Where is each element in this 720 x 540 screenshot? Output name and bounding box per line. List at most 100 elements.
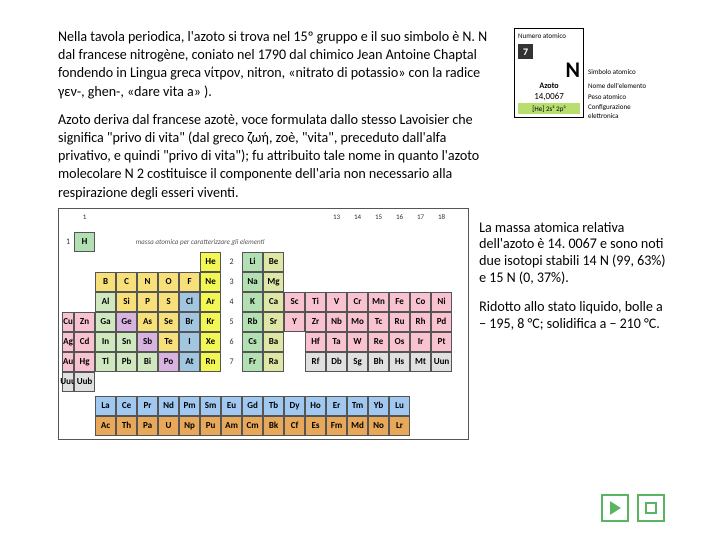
element-ir: Ir bbox=[410, 332, 431, 352]
element-pt: Pt bbox=[431, 332, 452, 352]
element-se: Se bbox=[158, 312, 179, 332]
intro-paragraph-2: Azoto deriva dal francese azotè, voce fo… bbox=[58, 111, 498, 202]
element-te: Te bbox=[158, 332, 179, 352]
element-re: Re bbox=[368, 332, 389, 352]
element-ni: Ni bbox=[431, 292, 452, 312]
element-b: B bbox=[95, 272, 116, 292]
element-tm: Tm bbox=[347, 396, 368, 416]
element-uuu: Uuu bbox=[62, 372, 74, 392]
element-sb: Sb bbox=[137, 332, 158, 352]
element-ga: Ga bbox=[95, 312, 116, 332]
stop-button[interactable] bbox=[637, 494, 665, 522]
element-lu: Lu bbox=[389, 396, 410, 416]
element-in: In bbox=[95, 332, 116, 352]
element-ra: Ra bbox=[263, 352, 284, 372]
element-cl: Cl bbox=[179, 292, 200, 312]
element-hf: Hf bbox=[305, 332, 326, 352]
element-cd: Cd bbox=[74, 332, 95, 352]
element-np: Np bbox=[179, 416, 200, 436]
element-ag: Ag bbox=[62, 332, 74, 352]
element-eu: Eu bbox=[221, 396, 242, 416]
element-fe: Fe bbox=[389, 292, 410, 312]
element-o: O bbox=[158, 272, 179, 292]
element-k: K bbox=[242, 292, 263, 312]
element-as: As bbox=[137, 312, 158, 332]
element-ti: Ti bbox=[305, 292, 326, 312]
element-f: F bbox=[179, 272, 200, 292]
atomic-number: 7 bbox=[518, 44, 533, 59]
element-fr: Fr bbox=[242, 352, 263, 372]
liquid-paragraph: Ridotto allo stato liquido, bolle a − 19… bbox=[479, 299, 670, 333]
intro-paragraph-1: Nella tavola periodica, l'azoto si trova… bbox=[58, 28, 498, 101]
element-at: At bbox=[179, 352, 200, 372]
element-tl: Tl bbox=[95, 352, 116, 372]
element-n: N bbox=[137, 272, 158, 292]
element-lr: Lr bbox=[389, 416, 410, 436]
element-pd: Pd bbox=[431, 312, 452, 332]
element-p: P bbox=[137, 292, 158, 312]
element-mn: Mn bbox=[368, 292, 389, 312]
element-h: H bbox=[74, 232, 95, 252]
element-uun: Uun bbox=[431, 352, 452, 372]
element-rf: Rf bbox=[305, 352, 326, 372]
element-u: U bbox=[158, 416, 179, 436]
side-label-config: Configurazione elettronica bbox=[588, 103, 658, 120]
element-sg: Sg bbox=[347, 352, 368, 372]
element-cs: Cs bbox=[242, 332, 263, 352]
element-s: S bbox=[158, 292, 179, 312]
element-rh: Rh bbox=[410, 312, 431, 332]
element-pu: Pu bbox=[200, 416, 221, 436]
element-sm: Sm bbox=[200, 396, 221, 416]
element-bk: Bk bbox=[263, 416, 284, 436]
element-symbol: N bbox=[518, 56, 580, 83]
element-ce: Ce bbox=[116, 396, 137, 416]
element-es: Es bbox=[305, 416, 326, 436]
element-w: W bbox=[347, 332, 368, 352]
element-nb: Nb bbox=[326, 312, 347, 332]
element-cu: Cu bbox=[62, 312, 74, 332]
element-cf: Cf bbox=[284, 416, 305, 436]
element-mt: Mt bbox=[410, 352, 431, 372]
element-c: C bbox=[116, 272, 137, 292]
element-bh: Bh bbox=[368, 352, 389, 372]
side-label-mass: Peso atomico bbox=[588, 93, 658, 101]
element-ru: Ru bbox=[389, 312, 410, 332]
element-br: Br bbox=[179, 312, 200, 332]
pt-legend: massa atomica per caratterizzare gli ele… bbox=[116, 232, 284, 252]
element-mo: Mo bbox=[347, 312, 368, 332]
element-cm: Cm bbox=[242, 416, 263, 436]
mass-paragraph: La massa atomica relativa dell'azoto è 1… bbox=[479, 220, 670, 287]
element-bi: Bi bbox=[137, 352, 158, 372]
element-v: V bbox=[326, 292, 347, 312]
element-hg: Hg bbox=[74, 352, 95, 372]
element-md: Md bbox=[347, 416, 368, 436]
play-icon bbox=[610, 501, 621, 515]
element-uub: Uub bbox=[74, 372, 95, 392]
element-ba: Ba bbox=[263, 332, 284, 352]
element-zn: Zn bbox=[74, 312, 95, 332]
element-i: I bbox=[179, 332, 200, 352]
element-si: Si bbox=[116, 292, 137, 312]
element-he: He bbox=[200, 252, 221, 272]
atomic-number-label: Numero atomico bbox=[518, 31, 580, 40]
element-ge: Ge bbox=[116, 312, 137, 332]
element-mass: 14,0067 bbox=[518, 91, 580, 102]
element-ne: Ne bbox=[200, 272, 221, 292]
element-th: Th bbox=[116, 416, 137, 436]
element-ca: Ca bbox=[263, 292, 284, 312]
element-pb: Pb bbox=[116, 352, 137, 372]
element-gd: Gd bbox=[242, 396, 263, 416]
element-rb: Rb bbox=[242, 312, 263, 332]
element-fm: Fm bbox=[326, 416, 347, 436]
play-button[interactable] bbox=[601, 494, 629, 522]
element-cr: Cr bbox=[347, 292, 368, 312]
element-sc: Sc bbox=[284, 292, 305, 312]
element-tc: Tc bbox=[368, 312, 389, 332]
element-be: Be bbox=[263, 252, 284, 272]
side-label-symbol: Simbolo atomico bbox=[588, 68, 658, 76]
element-db: Db bbox=[326, 352, 347, 372]
stop-icon bbox=[645, 502, 657, 514]
element-os: Os bbox=[389, 332, 410, 352]
element-sr: Sr bbox=[263, 312, 284, 332]
element-dy: Dy bbox=[284, 396, 305, 416]
